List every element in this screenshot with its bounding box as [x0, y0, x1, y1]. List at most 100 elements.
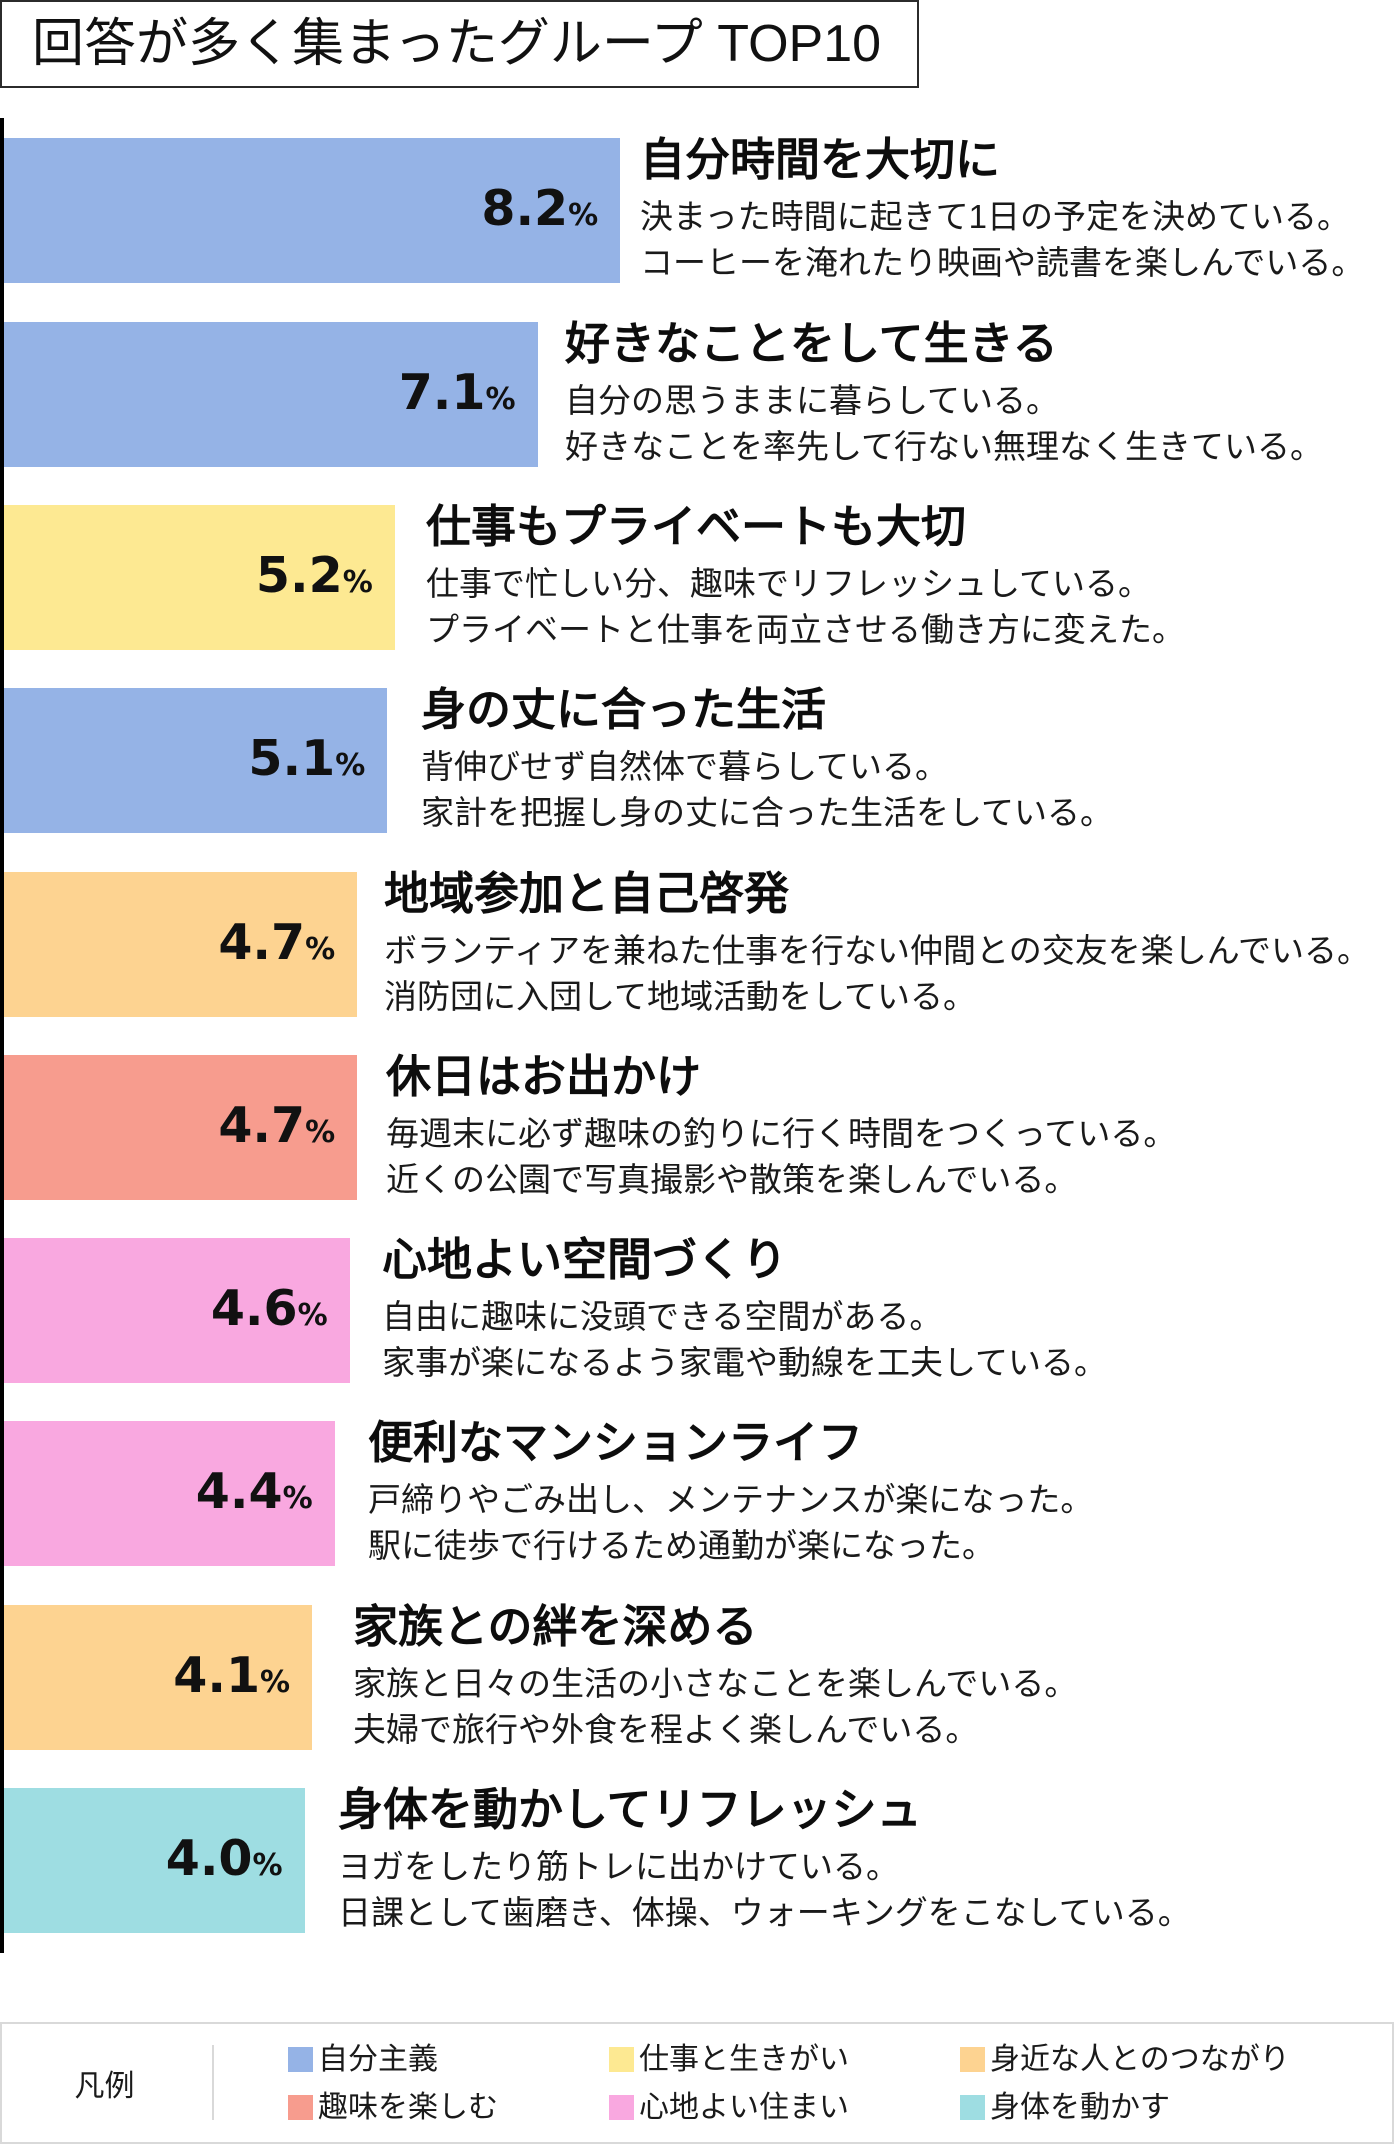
percent-sign: %	[342, 564, 373, 600]
group-detail-line: 背伸びせず自然体で暮らしている。	[421, 748, 949, 785]
group-title: 便利なマンションライフ	[368, 1417, 864, 1468]
group-detail-line: 近くの公園で写真撮影や散策を楽しんでいる。	[386, 1161, 1078, 1198]
group-detail-line: 日課として歯磨き、体操、ウォーキングをこなしている。	[338, 1894, 1191, 1931]
group-detail-line: ヨガをしたり筋トレに出かけている。	[338, 1848, 899, 1885]
group-detail-line: 消防団に入団して地域活動をしている。	[384, 978, 977, 1015]
percent-sign: %	[282, 1480, 313, 1516]
legend-title: 凡例	[2, 2024, 207, 2142]
group-description: 休日はお出かけ 毎週末に必ず趣味の釣りに行く時間をつくっている。 近くの公園で写…	[386, 1051, 1177, 1203]
bar: 5.2%	[4, 505, 395, 650]
group-detail-line: 家事が楽になるよう家電や動線を工夫している。	[382, 1344, 1108, 1381]
group-row: 4.0% 身体を動かしてリフレッシュ ヨガをしたり筋トレに出かけている。 日課と…	[0, 1784, 1400, 1936]
legend-item-label: 身体を動かす	[990, 2091, 1170, 2124]
bar: 8.2%	[4, 138, 621, 283]
legend-swatch	[609, 2095, 634, 2120]
group-detail-line: 決まった時間に起きて1日の予定を決めている。	[640, 198, 1351, 235]
group-title: 身の丈に合った生活	[421, 684, 827, 735]
percent-sign: %	[335, 747, 366, 783]
percent-sign: %	[305, 1114, 336, 1150]
group-title: 仕事もプライベートも大切	[426, 501, 967, 552]
legend-swatch	[288, 2047, 313, 2072]
group-detail-line: ボランティアを兼ねた仕事を行ない仲間との交友を楽しんでいる。	[384, 932, 1371, 969]
group-detail-line: 毎週末に必ず趣味の釣りに行く時間をつくっている。	[386, 1115, 1177, 1152]
percentage-label: 4.1%	[173, 1651, 290, 1700]
legend-item-label: 趣味を楽しむ	[318, 2091, 498, 2124]
group-title: 地域参加と自己啓発	[384, 868, 790, 919]
group-detail-line: 夫婦で旅行や外食を程よく楽しんでいる。	[353, 1711, 979, 1748]
group-description: 自分時間を大切に 決まった時間に起きて1日の予定を決めている。 コーヒーを淹れた…	[640, 134, 1365, 286]
group-detail-line: プライベートと仕事を両立させる働き方に変えた。	[426, 611, 1185, 648]
legend-item: 自分主義	[288, 2043, 438, 2076]
percentage-value: 4.7	[218, 1096, 306, 1154]
legend-item: 仕事と生きがい	[609, 2043, 849, 2076]
group-row: 7.1% 好きなことをして生きる 自分の思うままに暮らしている。 好きなことを率…	[0, 318, 1400, 470]
group-description: 身体を動かしてリフレッシュ ヨガをしたり筋トレに出かけている。 日課として歯磨き…	[338, 1784, 1191, 1936]
group-detail-line: 家計を把握し身の丈に合った生活をしている。	[421, 794, 1114, 831]
bar: 4.7%	[4, 1055, 358, 1200]
group-detail-line: 自由に趣味に没頭できる空間がある。	[382, 1298, 943, 1335]
legend-title-text: 凡例	[74, 2070, 135, 2103]
group-description: 仕事もプライベートも大切 仕事で忙しい分、趣味でリフレッシュしている。 プライベ…	[426, 501, 1185, 653]
bar: 5.1%	[4, 688, 388, 833]
percentage-value: 5.1	[248, 729, 336, 787]
percentage-label: 5.2%	[256, 551, 373, 600]
percentage-label: 4.0%	[166, 1834, 283, 1883]
legend-swatch	[609, 2047, 634, 2072]
group-description: 身の丈に合った生活 背伸びせず自然体で暮らしている。 家計を把握し身の丈に合った…	[421, 684, 1114, 836]
legend-item-label: 身近な人とのつながり	[990, 2043, 1290, 2076]
legend-item-label: 仕事と生きがい	[639, 2043, 849, 2076]
group-title: 家族との絆を深める	[353, 1601, 758, 1652]
percent-sign: %	[485, 381, 516, 417]
group-row: 4.7% 休日はお出かけ 毎週末に必ず趣味の釣りに行く時間をつくっている。 近く…	[0, 1051, 1400, 1203]
group-detail-line: 仕事で忙しい分、趣味でリフレッシュしている。	[426, 565, 1152, 602]
percentage-value: 5.2	[255, 546, 343, 604]
group-row: 4.4% 便利なマンションライフ 戸締りやごみ出し、メンテナンスが楽になった。 …	[0, 1417, 1400, 1569]
group-description: 便利なマンションライフ 戸締りやごみ出し、メンテナンスが楽になった。 駅に徒歩で…	[368, 1417, 1094, 1569]
percentage-label: 8.2%	[481, 184, 598, 233]
legend-item: 心地よい住まい	[609, 2091, 849, 2124]
legend-item-label: 自分主義	[318, 2043, 438, 2076]
group-description: 好きなことをして生きる 自分の思うままに暮らしている。 好きなことを率先して行な…	[565, 318, 1324, 470]
legend-swatch	[960, 2095, 985, 2120]
legend-divider	[212, 2045, 214, 2120]
percentage-label: 4.7%	[218, 1101, 335, 1150]
group-detail-line: 家族と日々の生活の小さなことを楽しんでいる。	[353, 1665, 1078, 1702]
percentage-value: 4.7	[218, 913, 306, 971]
percentage-value: 4.1	[173, 1646, 261, 1704]
percentage-value: 4.0	[165, 1829, 253, 1887]
group-title: 身体を動かしてリフレッシュ	[338, 1784, 922, 1835]
percent-sign: %	[568, 197, 599, 233]
group-row: 5.1% 身の丈に合った生活 背伸びせず自然体で暮らしている。 家計を把握し身の…	[0, 684, 1400, 836]
y-axis-line	[0, 118, 4, 1953]
bar: 4.4%	[4, 1421, 335, 1566]
percentage-label: 4.6%	[211, 1284, 328, 1333]
percent-sign: %	[260, 1664, 291, 1700]
bar: 7.1%	[4, 322, 538, 467]
group-detail-line: 好きなことを率先して行ない無理なく生きている。	[565, 428, 1324, 465]
percentage-label: 5.1%	[248, 734, 365, 783]
legend: 凡例 自分主義 仕事と生きがい 身近な人とのつながり 趣味を楽しむ 心地よい住ま…	[0, 2022, 1394, 2144]
percentage-label: 7.1%	[399, 368, 516, 417]
bar: 4.1%	[4, 1605, 313, 1750]
group-detail-line: コーヒーを淹れたり映画や読書を楽しんでいる。	[640, 244, 1365, 281]
group-row: 4.1% 家族との絆を深める 家族と日々の生活の小さなことを楽しんでいる。 夫婦…	[0, 1601, 1400, 1753]
group-row: 4.7% 地域参加と自己啓発 ボランティアを兼ねた仕事を行ない仲間との交友を楽し…	[0, 868, 1400, 1017]
legend-swatch	[960, 2047, 985, 2072]
percent-sign: %	[305, 931, 336, 967]
group-title: 好きなことをして生きる	[565, 318, 1058, 369]
group-detail-line: 戸締りやごみ出し、メンテナンスが楽になった。	[368, 1481, 1094, 1518]
percentage-label: 4.7%	[218, 918, 335, 967]
group-row: 5.2% 仕事もプライベートも大切 仕事で忙しい分、趣味でリフレッシュしている。…	[0, 501, 1400, 653]
legend-item-label: 心地よい住まい	[639, 2091, 849, 2124]
group-detail-line: 自分の思うままに暮らしている。	[565, 382, 1060, 419]
percentage-label: 4.4%	[196, 1467, 313, 1516]
group-title: 心地よい空間づくり	[382, 1234, 788, 1285]
bar: 4.7%	[4, 872, 358, 1017]
group-description: 家族との絆を深める 家族と日々の生活の小さなことを楽しんでいる。 夫婦で旅行や外…	[353, 1601, 1078, 1753]
group-row: 8.2% 自分時間を大切に 決まった時間に起きて1日の予定を決めている。 コーヒ…	[0, 134, 1400, 286]
legend-swatch	[288, 2095, 313, 2120]
group-row: 4.6% 心地よい空間づくり 自由に趣味に没頭できる空間がある。 家事が楽になる…	[0, 1234, 1400, 1383]
group-title: 休日はお出かけ	[386, 1051, 702, 1102]
group-title: 自分時間を大切に	[640, 134, 1001, 185]
chart-title: 回答が多く集まったグループ TOP10	[0, 0, 919, 88]
